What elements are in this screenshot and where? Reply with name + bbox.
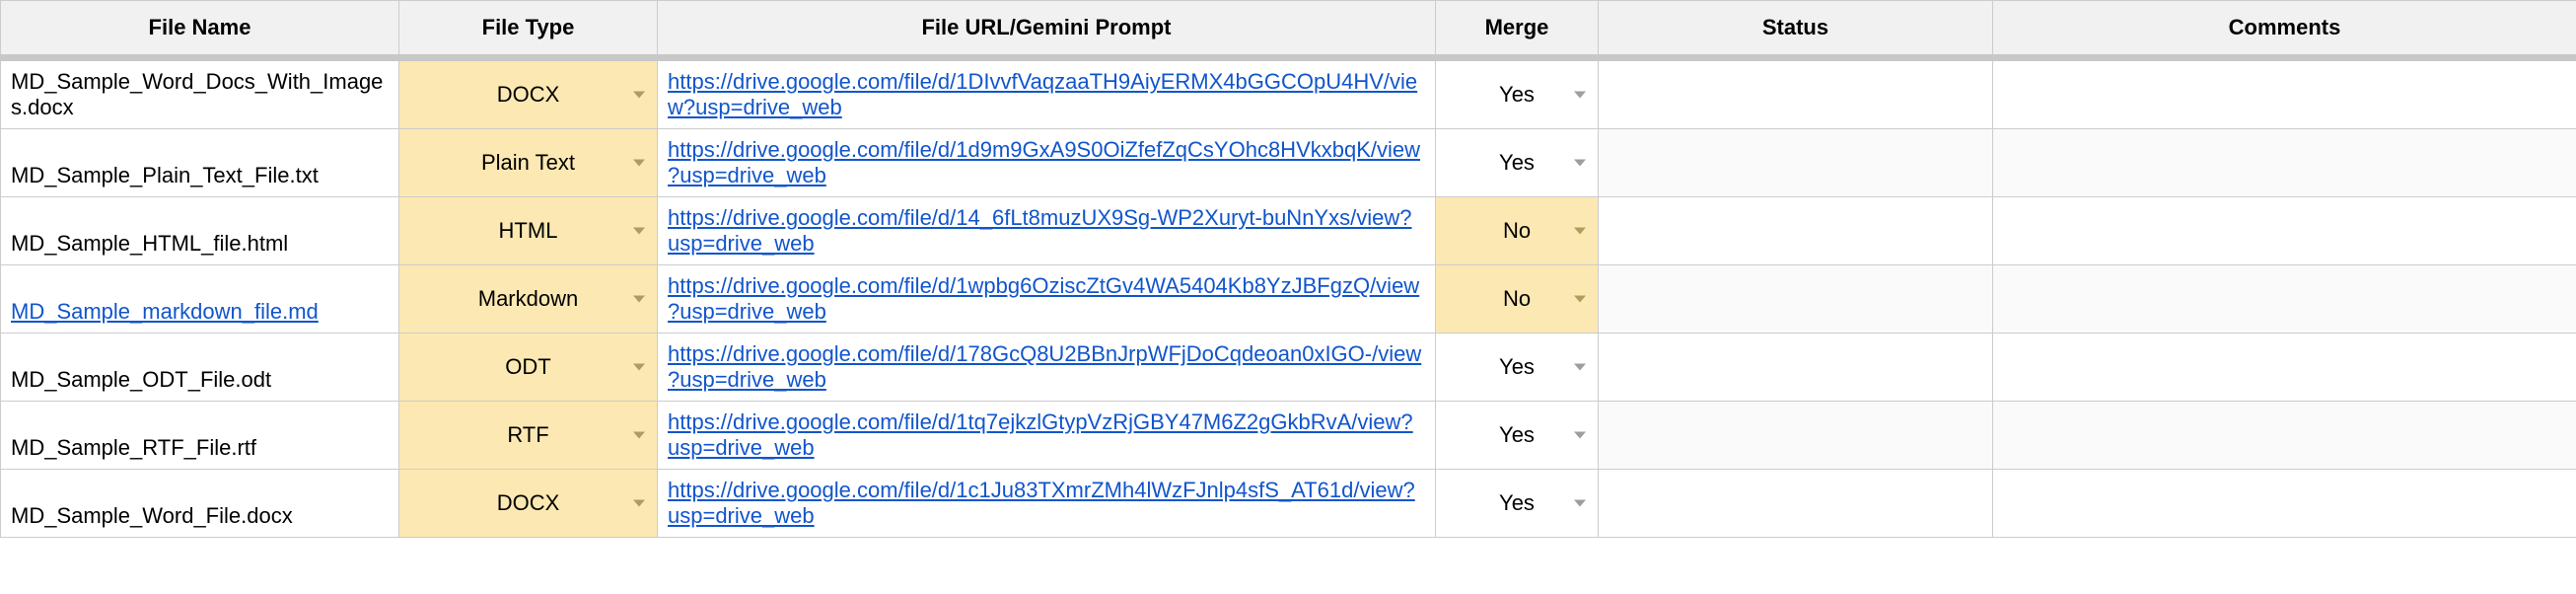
col-header-url[interactable]: File URL/Gemini Prompt [658, 1, 1436, 58]
file-type-text: HTML [499, 218, 558, 243]
file-name-text: MD_Sample_RTF_File.rtf [11, 435, 256, 460]
cell-comments[interactable] [1993, 58, 2576, 129]
dropdown-caret-icon[interactable] [633, 92, 645, 99]
merge-text: Yes [1499, 490, 1535, 515]
cell-file-name[interactable]: MD_Sample_RTF_File.rtf [1, 402, 399, 470]
file-type-text: DOCX [497, 82, 560, 107]
cell-status[interactable] [1599, 402, 1993, 470]
file-url-link[interactable]: https://drive.google.com/file/d/1DIvvfVa… [668, 69, 1417, 119]
dropdown-caret-icon[interactable] [633, 432, 645, 439]
file-name-text: MD_Sample_ODT_File.odt [11, 367, 271, 392]
cell-file-type[interactable]: DOCX [399, 470, 658, 538]
cell-url[interactable]: https://drive.google.com/file/d/1c1Ju83T… [658, 470, 1436, 538]
table-row: MD_Sample_RTF_File.rtf RTF https://drive.g… [1, 402, 2576, 470]
file-url-link[interactable]: https://drive.google.com/file/d/1tq7ejkz… [668, 409, 1413, 460]
cell-file-name[interactable]: MD_Sample_Word_Docs_With_Images.docx [1, 58, 399, 129]
cell-file-name[interactable]: MD_Sample_Word_File.docx [1, 470, 399, 538]
merge-text: No [1503, 218, 1531, 243]
cell-file-name[interactable]: MD_Sample_ODT_File.odt [1, 334, 399, 402]
dropdown-caret-icon[interactable] [633, 500, 645, 507]
table-row: MD_Sample_Plain_Text_File.txt Plain Text h… [1, 129, 2576, 197]
file-name-link[interactable]: MD_Sample_markdown_file.md [11, 299, 319, 324]
table-row: MD_Sample_Word_File.docx DOCX https://driv… [1, 470, 2576, 538]
dropdown-caret-icon[interactable] [1574, 296, 1586, 303]
cell-url[interactable]: https://drive.google.com/file/d/1d9m9GxA… [658, 129, 1436, 197]
cell-url[interactable]: https://drive.google.com/file/d/1DIvvfVa… [658, 58, 1436, 129]
cell-comments[interactable] [1993, 197, 2576, 265]
file-type-text: DOCX [497, 490, 560, 515]
cell-comments[interactable] [1993, 334, 2576, 402]
dropdown-caret-icon[interactable] [633, 364, 645, 371]
file-type-text: RTF [507, 422, 548, 447]
file-name-text: MD_Sample_Plain_Text_File.txt [11, 163, 319, 187]
cell-comments[interactable] [1993, 129, 2576, 197]
cell-file-type[interactable]: HTML [399, 197, 658, 265]
merge-text: Yes [1499, 82, 1535, 107]
col-header-comments[interactable]: Comments [1993, 1, 2576, 58]
cell-status[interactable] [1599, 58, 1993, 129]
table-row: MD_Sample_HTML_file.html HTML https://driv… [1, 197, 2576, 265]
dropdown-caret-icon[interactable] [1574, 160, 1586, 167]
cell-url[interactable]: https://drive.google.com/file/d/1tq7ejkz… [658, 402, 1436, 470]
cell-file-type[interactable]: ODT [399, 334, 658, 402]
col-header-status[interactable]: Status [1599, 1, 1993, 58]
cell-merge[interactable]: No [1436, 265, 1599, 334]
cell-merge[interactable]: Yes [1436, 402, 1599, 470]
cell-comments[interactable] [1993, 265, 2576, 334]
table-row: MD_Sample_Word_Docs_With_Images.docx DOCX… [1, 58, 2576, 129]
cell-file-name[interactable]: MD_Sample_markdown_file.md [1, 265, 399, 334]
cell-file-type[interactable]: RTF [399, 402, 658, 470]
cell-url[interactable]: https://drive.google.com/file/d/178GcQ8U… [658, 334, 1436, 402]
cell-status[interactable] [1599, 129, 1993, 197]
file-type-text: Markdown [478, 286, 578, 311]
file-name-text: MD_Sample_HTML_file.html [11, 231, 288, 256]
cell-file-type[interactable]: DOCX [399, 58, 658, 129]
cell-comments[interactable] [1993, 470, 2576, 538]
col-header-file_type[interactable]: File Type [399, 1, 658, 58]
cell-url[interactable]: https://drive.google.com/file/d/1wpbg6Oz… [658, 265, 1436, 334]
cell-merge[interactable]: Yes [1436, 334, 1599, 402]
dropdown-caret-icon[interactable] [633, 296, 645, 303]
merge-text: No [1503, 286, 1531, 311]
table-row: MD_Sample_ODT_File.odt ODT https://drive.g… [1, 334, 2576, 402]
dropdown-caret-icon[interactable] [1574, 364, 1586, 371]
cell-file-name[interactable]: MD_Sample_HTML_file.html [1, 197, 399, 265]
file-type-text: Plain Text [481, 150, 575, 175]
file-url-link[interactable]: https://drive.google.com/file/d/178GcQ8U… [668, 341, 1421, 392]
file-url-link[interactable]: https://drive.google.com/file/d/1wpbg6Oz… [668, 273, 1419, 324]
header-row: File NameFile TypeFile URL/Gemini Prompt… [1, 1, 2576, 58]
col-header-merge[interactable]: Merge [1436, 1, 1599, 58]
table-row: MD_Sample_markdown_file.md Markdown https:… [1, 265, 2576, 334]
file-url-link[interactable]: https://drive.google.com/file/d/14_6fLt8… [668, 205, 1411, 256]
cell-status[interactable] [1599, 197, 1993, 265]
cell-merge[interactable]: Yes [1436, 470, 1599, 538]
cell-status[interactable] [1599, 334, 1993, 402]
cell-file-type[interactable]: Plain Text [399, 129, 658, 197]
dropdown-caret-icon[interactable] [1574, 500, 1586, 507]
cell-file-type[interactable]: Markdown [399, 265, 658, 334]
dropdown-caret-icon[interactable] [1574, 228, 1586, 235]
cell-status[interactable] [1599, 265, 1993, 334]
cell-merge[interactable]: No [1436, 197, 1599, 265]
file-type-text: ODT [505, 354, 550, 379]
dropdown-caret-icon[interactable] [1574, 432, 1586, 439]
file-name-text: MD_Sample_Word_File.docx [11, 503, 293, 528]
cell-status[interactable] [1599, 470, 1993, 538]
file-table: File NameFile TypeFile URL/Gemini Prompt… [0, 0, 2576, 538]
dropdown-caret-icon[interactable] [1574, 92, 1586, 99]
cell-merge[interactable]: Yes [1436, 58, 1599, 129]
col-header-file_name[interactable]: File Name [1, 1, 399, 58]
merge-text: Yes [1499, 150, 1535, 175]
dropdown-caret-icon[interactable] [633, 160, 645, 167]
cell-merge[interactable]: Yes [1436, 129, 1599, 197]
cell-file-name[interactable]: MD_Sample_Plain_Text_File.txt [1, 129, 399, 197]
file-url-link[interactable]: https://drive.google.com/file/d/1d9m9GxA… [668, 137, 1420, 187]
file-url-link[interactable]: https://drive.google.com/file/d/1c1Ju83T… [668, 478, 1415, 528]
cell-url[interactable]: https://drive.google.com/file/d/14_6fLt8… [658, 197, 1436, 265]
merge-text: Yes [1499, 354, 1535, 379]
cell-comments[interactable] [1993, 402, 2576, 470]
merge-text: Yes [1499, 422, 1535, 447]
file-name-text: MD_Sample_Word_Docs_With_Images.docx [11, 69, 383, 119]
dropdown-caret-icon[interactable] [633, 228, 645, 235]
